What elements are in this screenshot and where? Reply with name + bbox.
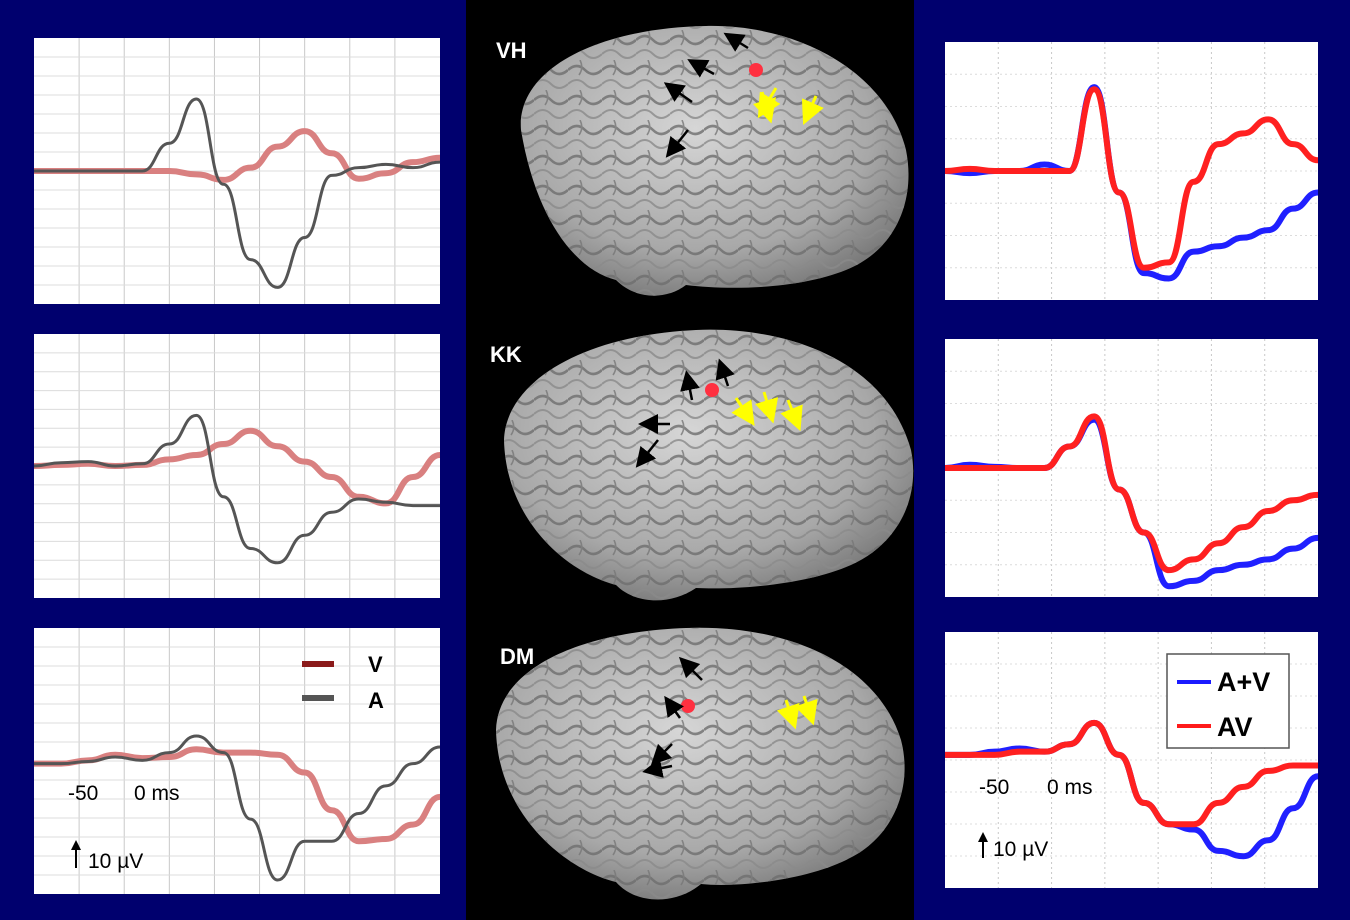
scale-amplitude: 10 µV <box>993 838 1048 861</box>
arrow-black-icon <box>663 82 693 104</box>
series-line-v <box>34 128 440 183</box>
scale-time-neg: -50 <box>68 782 98 805</box>
arrow-yellow-icon <box>801 95 824 125</box>
legend-av-label: AV <box>1217 712 1253 742</box>
scale-amplitude: 10 µV <box>88 850 143 873</box>
right-chart-vh-plot <box>945 42 1318 300</box>
scale-arrow-head-icon <box>978 832 988 842</box>
arrow-black-icon <box>665 129 689 158</box>
legend-a+v-label: A+V <box>1217 667 1270 697</box>
arrow-black-icon <box>715 358 735 387</box>
left-chart-vh-plot <box>34 38 440 304</box>
arrow-black-icon <box>687 59 715 78</box>
brain-vh: VH <box>496 25 909 296</box>
left-chart-vh <box>34 38 440 304</box>
series-line-av <box>945 719 1318 828</box>
arrow-black-icon <box>635 439 659 468</box>
legend-v-label: V <box>368 652 383 677</box>
arrow-black-icon <box>678 656 703 681</box>
series-line-a <box>34 413 440 565</box>
arrow-yellow-icon <box>776 699 800 730</box>
scale-time-zero: 0 ms <box>134 782 180 805</box>
arrow-black-icon <box>642 758 673 778</box>
scale-arrow-head-icon <box>71 840 81 850</box>
right-chart-kk-plot <box>945 339 1318 597</box>
left-legend-and-scale: V A -50 0 ms 10 µV <box>68 652 384 873</box>
brain-figures: VH KK DM <box>490 25 914 900</box>
brain-column: VH KK DM <box>466 0 914 920</box>
series-line-av <box>945 413 1318 574</box>
scale-time-neg: -50 <box>979 776 1009 799</box>
scale-time-zero: 0 ms <box>1047 776 1093 799</box>
series-line-aplusv <box>945 84 1318 282</box>
right-legend-and-scale: A+V AV -50 0 ms 10 µV <box>978 653 1290 861</box>
arrow-black-icon <box>650 743 673 766</box>
brain-kk: KK <box>490 329 914 601</box>
left-chart-dm-plot <box>34 628 440 894</box>
arrow-black-icon <box>680 370 700 401</box>
arrow-black-icon <box>664 695 684 719</box>
series-line-v <box>34 427 440 507</box>
arrow-yellow-icon <box>780 399 803 432</box>
subject-label-vh: VH <box>496 38 527 63</box>
arrow-yellow-icon <box>755 391 779 424</box>
arrow-black-icon <box>723 32 749 52</box>
right-chart-kk <box>945 339 1318 597</box>
left-chart-kk-plot <box>34 334 440 598</box>
electrode-dot <box>749 63 763 77</box>
brain-dm: DM <box>496 627 905 900</box>
subject-label-kk: KK <box>490 342 522 367</box>
arrow-yellow-icon <box>794 695 818 726</box>
left-chart-dm: V A -50 0 ms 10 µV <box>34 628 440 894</box>
electrode-dot <box>705 383 719 397</box>
left-chart-kk <box>34 334 440 598</box>
arrow-yellow-icon <box>753 91 777 124</box>
series-line-a <box>34 97 440 289</box>
right-legend-box <box>1166 653 1290 749</box>
subject-label-dm: DM <box>500 644 534 669</box>
legend-a-label: A <box>368 688 384 713</box>
right-chart-vh <box>945 42 1318 300</box>
series-line-v <box>34 746 440 845</box>
series-line-a <box>34 734 440 882</box>
electrode-dot <box>681 699 695 713</box>
arrow-yellow-icon <box>731 397 755 426</box>
series-line-av <box>945 86 1318 271</box>
right-chart-dm: A+V AV -50 0 ms 10 µV <box>945 632 1318 888</box>
